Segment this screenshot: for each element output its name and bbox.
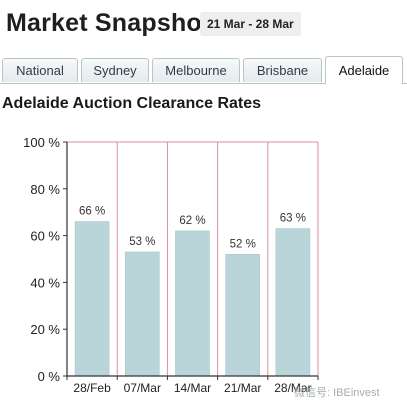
y-tick-label: 0 % — [38, 369, 61, 384]
x-tick-label: 14/Mar — [174, 381, 211, 395]
tab-adelaide[interactable]: Adelaide — [325, 56, 403, 84]
grid-lines — [67, 141, 319, 376]
bar — [125, 251, 160, 377]
y-tick-label: 80 % — [30, 182, 60, 197]
y-tick-label: 40 % — [30, 275, 60, 290]
x-tick-label: 07/Mar — [124, 381, 161, 395]
bar — [74, 221, 110, 377]
tab-brisbane[interactable]: Brisbane — [243, 58, 322, 82]
y-tick-label: 60 % — [30, 229, 60, 244]
data-label: 62 % — [179, 215, 205, 227]
bars — [74, 221, 311, 377]
watermark-text: 微信号: IBEinvest — [294, 387, 380, 399]
page-title: Market Snapshot — [6, 9, 211, 37]
data-label: 53 % — [129, 236, 155, 248]
y-tick-label: 100 % — [23, 135, 60, 150]
tab-sydney[interactable]: Sydney — [81, 58, 149, 82]
data-label: 66 % — [79, 206, 105, 218]
city-tabs: National Sydney Melbourne Brisbane Adela… — [0, 56, 407, 84]
tab-national[interactable]: National — [2, 58, 78, 82]
date-range-badge: 21 Mar - 28 Mar — [200, 12, 301, 36]
chart-title: Adelaide Auction Clearance Rates — [2, 95, 262, 112]
header: Market Snapshot 21 Mar - 28 Mar — [0, 0, 407, 48]
data-label: 63 % — [280, 213, 306, 225]
bar — [225, 254, 260, 377]
data-label: 52 % — [230, 238, 256, 250]
bar — [175, 230, 210, 377]
tab-melbourne[interactable]: Melbourne — [152, 58, 240, 82]
x-tick-label: 21/Mar — [224, 381, 261, 395]
labels: 66 % 53 % 62 % 52 % 63 % 0 % 20 % 40 % 60 % 80 % 1… — [23, 135, 311, 395]
y-tick-label: 20 % — [30, 322, 60, 337]
x-tick-label: 28/Mar — [274, 381, 311, 395]
axes — [63, 141, 319, 380]
bar-chart: 66 % 53 % 62 % 52 % 63 % 0 % 20 % 40 % 60 % 80 % 1… — [23, 135, 319, 395]
bar — [275, 228, 311, 377]
x-tick-label: 28/Feb — [73, 381, 111, 395]
